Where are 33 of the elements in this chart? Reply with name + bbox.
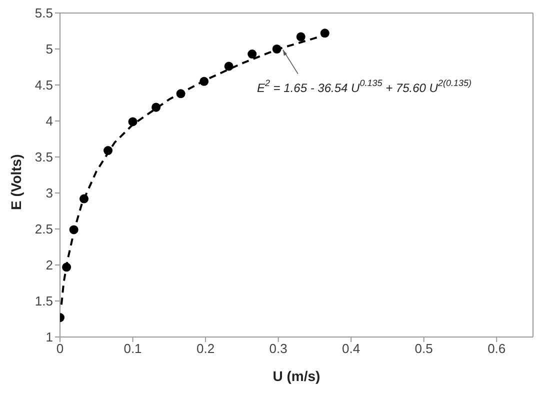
y-tick-label: 4 [46, 114, 53, 129]
y-tick-label: 2 [46, 258, 53, 273]
point [224, 62, 234, 71]
point [104, 146, 113, 156]
x-tick-label: 0 [56, 341, 64, 356]
point [80, 194, 89, 204]
x-axis-title: U (m/s) [272, 368, 320, 384]
y-tick-label: 3.5 [34, 150, 53, 165]
x-tick-label: 0.3 [269, 341, 288, 356]
x-tick-label: 0.1 [124, 341, 142, 356]
x-tick-label: 0.4 [342, 341, 360, 356]
point [69, 225, 78, 234]
y-tick-label: 2.5 [34, 222, 53, 237]
y-tick-label: 4.5 [34, 78, 53, 93]
annotation: E$^{2}$ = 1.65 - 36.54 U$^{0.135}$ + 75.60 U$^{2(0.135)}$ [256, 78, 472, 95]
point [320, 28, 330, 38]
point [152, 102, 161, 112]
point [176, 89, 186, 98]
y-tick-label: 1.5 [34, 294, 53, 309]
point [296, 32, 306, 42]
x-tick-label: 0.5 [414, 341, 433, 356]
y-axis-title: E (Volts) [8, 154, 24, 210]
point [128, 117, 138, 126]
point [248, 50, 257, 59]
point [62, 262, 72, 272]
y-tick-label: 5.5 [34, 6, 53, 21]
point [272, 44, 282, 54]
x-tick-label: 0.6 [488, 341, 506, 356]
y-tick-label: 5 [46, 42, 53, 57]
y-tick-label: 1 [46, 330, 53, 345]
y-tick-label: 3 [46, 186, 53, 201]
x-tick-label: 0.2 [196, 341, 215, 356]
point [200, 76, 209, 86]
